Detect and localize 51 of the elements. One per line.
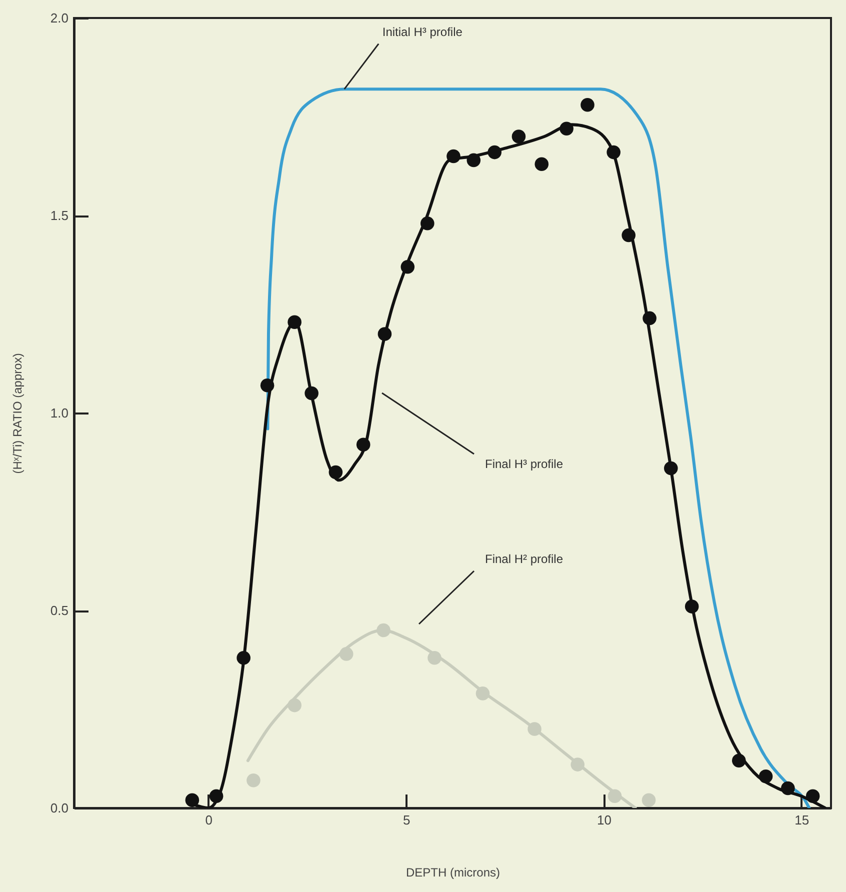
point [642,311,656,326]
point [732,754,746,768]
point [528,722,542,736]
point [446,149,460,164]
y-tick-label: 1.0 [50,406,68,420]
point [209,789,224,804]
annotation: Final H³ profile [485,457,564,471]
x-tick-label: 5 [402,812,410,828]
point [185,793,200,807]
point [580,98,594,112]
point [488,145,502,160]
point [246,773,260,788]
point [758,770,773,784]
point [428,651,442,665]
y-axis-title: (Hˣ/Ti) RATIO (approx) [10,353,24,474]
x-axis-title: DEPTH (microns) [406,866,500,880]
point [378,327,392,341]
point [622,228,636,242]
point [236,651,250,665]
point [339,647,354,661]
point [642,793,656,807]
point [570,758,585,772]
point [684,600,699,614]
point [304,386,318,400]
point [512,130,526,144]
y-tick-label: 1.5 [50,208,68,223]
point [466,153,481,168]
point [560,122,574,136]
point [420,216,434,230]
x-tick-label: 15 [794,812,810,828]
annotation: Final H² profile [485,552,564,566]
point [534,157,549,172]
point [376,623,390,638]
point [608,789,622,804]
point [400,260,415,274]
y-tick-label: 2.0 [50,10,68,26]
point [606,145,620,160]
point [806,789,820,804]
point [664,461,678,476]
point [288,698,302,712]
annotation: Initial H³ profile [382,25,463,40]
x-tick-label: 10 [596,812,612,828]
point [328,465,343,480]
point [260,378,274,392]
y-tick-label: 0.5 [50,603,68,618]
y-tick-label: 0.0 [50,800,68,816]
point [476,686,490,700]
point [781,781,795,796]
x-tick-label: 0 [205,812,213,828]
point [288,315,302,330]
point [356,438,370,452]
